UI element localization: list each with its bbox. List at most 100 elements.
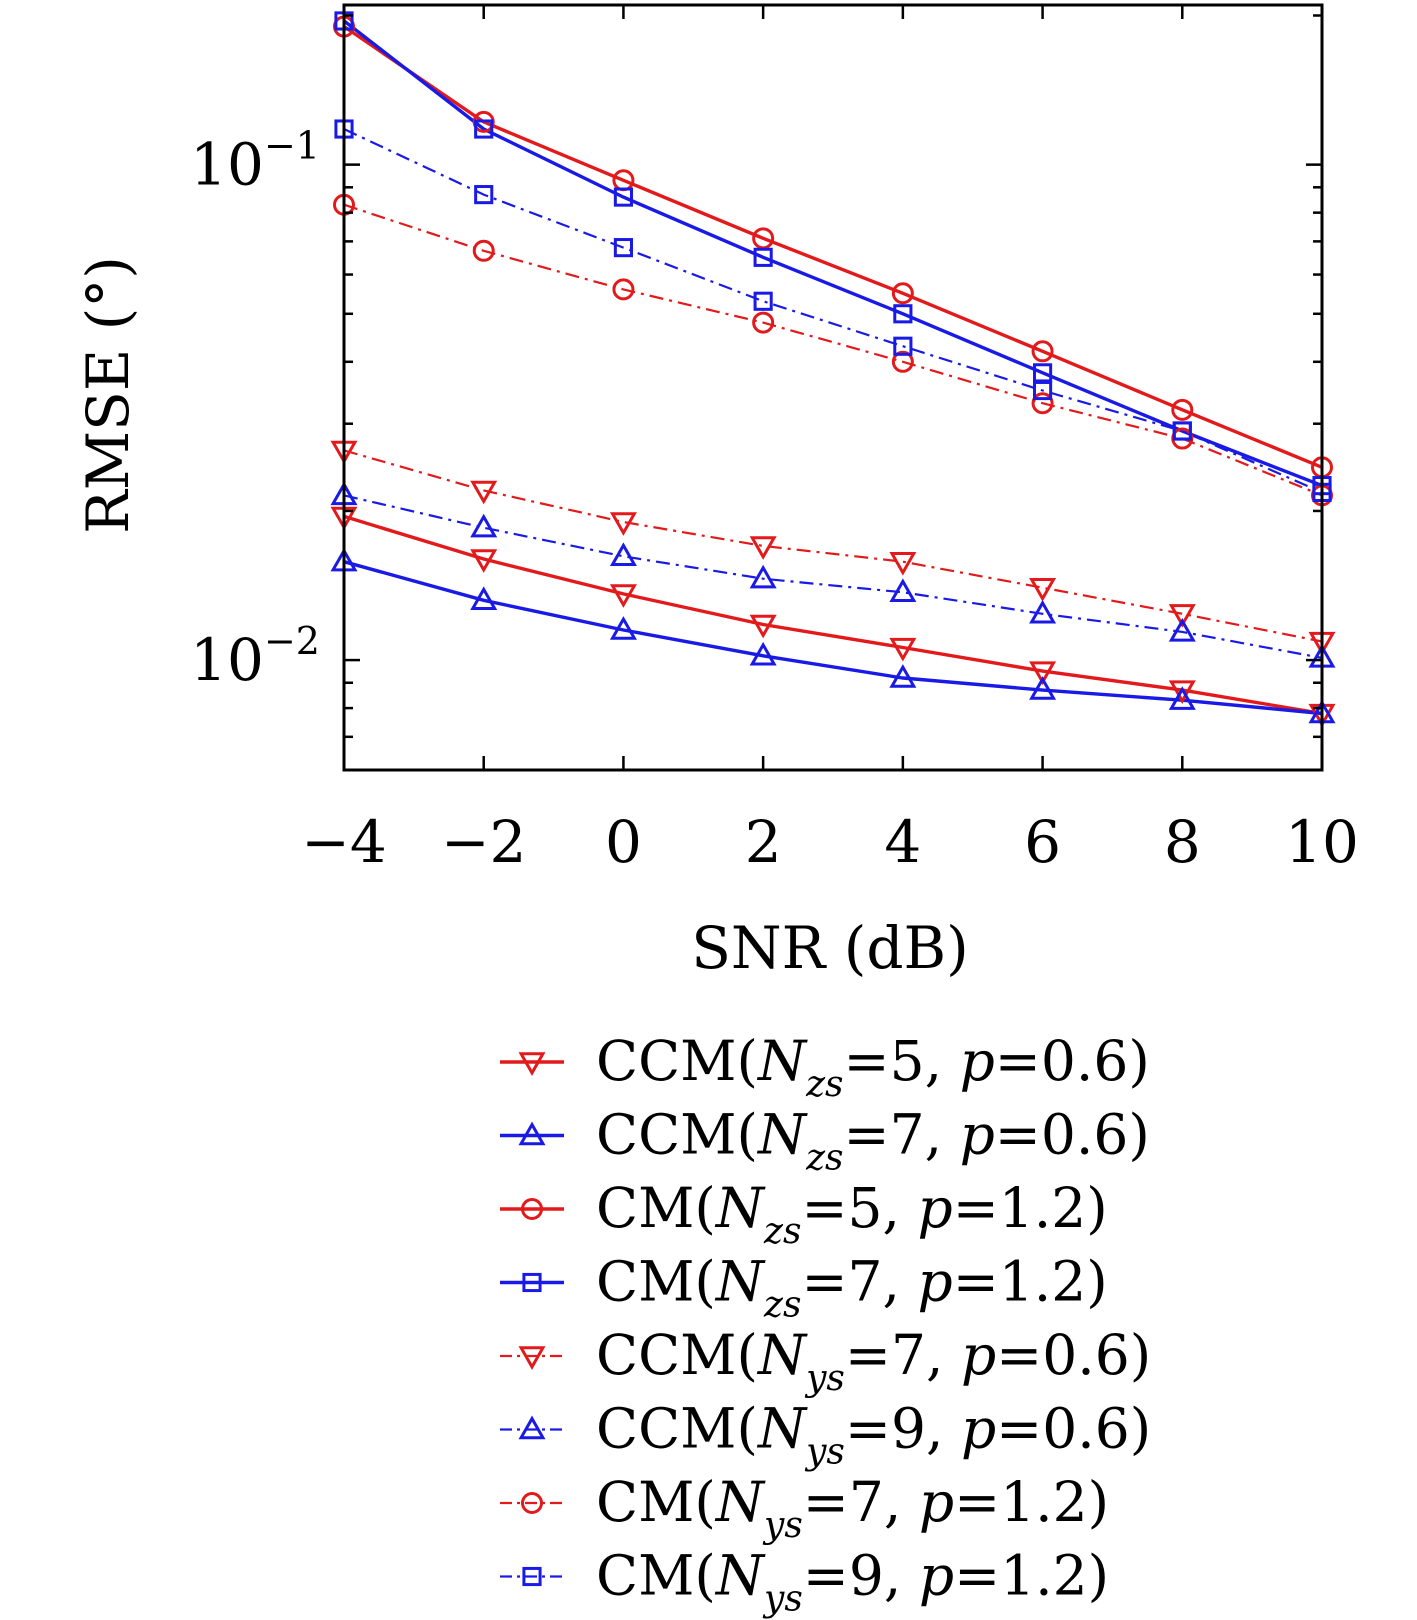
series-1-point [609, 584, 637, 608]
legend-label-subscript: zs [805, 1138, 843, 1179]
legend-label-suffix: =0.6) [996, 1323, 1151, 1387]
legend-label-prefix: CM( [596, 1470, 716, 1534]
series-8-point [1032, 380, 1053, 401]
series-5-point [1029, 577, 1057, 602]
series-6-point [889, 578, 917, 603]
series-4-point [613, 187, 634, 207]
legend-label-suffix: =1.2) [953, 1176, 1108, 1240]
series-1-point [889, 637, 917, 662]
legend-marker-7 [521, 1492, 543, 1514]
series-4-point [474, 119, 494, 139]
legend-label-p: p [919, 1470, 954, 1534]
series-4-point [893, 304, 913, 324]
legend-label-p: p [961, 1397, 996, 1461]
series-2-point [749, 641, 777, 666]
legend-label-subscript: zs [763, 1285, 801, 1326]
legend-label-symbol: N [714, 1250, 766, 1314]
legend-marker-8 [522, 1566, 542, 1587]
legend-label-value: =9, [845, 1397, 961, 1461]
plot-frame [342, 3, 1324, 772]
series-8-point [753, 291, 773, 311]
series-8-point [893, 336, 913, 356]
series-6-point [470, 513, 498, 538]
legend-label-p: p [917, 1250, 952, 1314]
series-line-5 [344, 449, 1322, 643]
legend-label-3: CM(Nzs=5, p=1.2) [596, 1176, 1108, 1252]
legend-label-value: =7, [844, 1103, 960, 1167]
series-8-point [474, 185, 494, 205]
legend-label-prefix: CM( [596, 1250, 716, 1314]
legend-label-value: =7, [803, 1470, 919, 1534]
series-7-point [1031, 392, 1054, 415]
x-tick-label: 6 [1024, 808, 1061, 876]
legend-label-prefix: CCM( [596, 1029, 758, 1093]
series-3-point [891, 282, 914, 305]
series-line-8 [344, 128, 1322, 494]
y-tick-label: 10−1 [190, 124, 320, 199]
legend-label-8: CM(Nys=9, p=1.2) [596, 1544, 1109, 1620]
x-tick-label: 4 [884, 808, 921, 876]
legend-label-p: p [960, 1103, 995, 1167]
legend-label-symbol: N [756, 1103, 808, 1167]
y-tick-label: 10−2 [190, 619, 320, 694]
x-tick-label: −2 [441, 808, 527, 876]
legend-label-suffix: =1.2) [954, 1470, 1109, 1534]
legend-label-suffix: =0.6) [995, 1103, 1150, 1167]
legend-label-2: CCM(Nzs=7, p=0.6) [596, 1103, 1150, 1179]
series-7-point [472, 239, 495, 262]
series-4-point [1032, 363, 1053, 383]
legend-label-value: =5, [801, 1176, 917, 1240]
legend-label-prefix: CCM( [596, 1103, 758, 1167]
series-5-point [749, 536, 777, 560]
legend-label-value: =7, [845, 1323, 961, 1387]
legend-label-subscript: ys [762, 1505, 803, 1546]
legend-label-value: =5, [844, 1029, 960, 1093]
series-2-point [1168, 686, 1196, 710]
series-5-point [609, 512, 637, 536]
legend-label-suffix: =1.2) [953, 1250, 1108, 1314]
y-tick-exponent: −1 [264, 124, 320, 168]
series-8-point [1172, 421, 1192, 441]
series-line-7 [344, 203, 1322, 497]
series-6-point [1168, 617, 1196, 642]
series-2-point [470, 586, 498, 611]
legend-label-suffix: =1.2) [954, 1544, 1109, 1608]
legend-label-symbol: N [756, 1029, 808, 1093]
legend-label-subscript: zs [805, 1064, 843, 1105]
legend-label-prefix: CM( [596, 1544, 716, 1608]
legend-label-prefix: CCM( [596, 1397, 758, 1461]
legend-label-p: p [919, 1544, 954, 1608]
series-1-point [749, 614, 777, 639]
series-line-3 [344, 25, 1322, 469]
series-4-point [753, 247, 773, 267]
series-3-point [1171, 398, 1194, 421]
legend-label-symbol: N [756, 1397, 808, 1461]
x-tick-label: 8 [1164, 808, 1201, 876]
legend-label-4: CM(Nzs=7, p=1.2) [596, 1250, 1108, 1326]
legend-label-subscript: ys [804, 1432, 845, 1473]
legend-label-subscript: zs [763, 1211, 801, 1252]
y-tick-exponent: −2 [264, 619, 320, 663]
x-tick-label: 0 [605, 808, 642, 876]
series-2-point [889, 664, 917, 688]
legend-label-6: CCM(Nys=9, p=0.6) [596, 1397, 1151, 1473]
series-line-4 [344, 19, 1322, 488]
series-1-point [1029, 661, 1057, 686]
legend-label-suffix: =0.6) [995, 1029, 1150, 1093]
legend-marker-3 [521, 1198, 543, 1220]
legend-marker-5 [518, 1346, 546, 1370]
legend-marker-4 [522, 1272, 542, 1293]
series-8-point [613, 238, 634, 258]
legend: CCM(Nzs=5, p=0.6)CCM(Nzs=7, p=0.6)CM(Nzs… [500, 1029, 1151, 1620]
legend-label-p: p [960, 1029, 995, 1093]
series-6-point [609, 542, 637, 566]
legend-label-subscript: ys [762, 1579, 803, 1620]
legend-label-prefix: CCM( [596, 1323, 758, 1387]
series-5-point [1168, 604, 1196, 628]
legend-label-value: =9, [803, 1544, 919, 1608]
series-7-point [752, 311, 775, 334]
series-7-point [891, 350, 914, 373]
y-tick-base: 10 [190, 626, 264, 694]
